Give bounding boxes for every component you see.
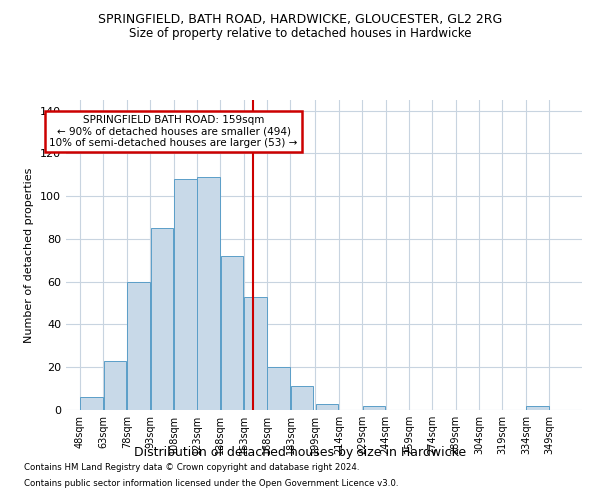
Bar: [268, 367, 290, 410]
Y-axis label: Number of detached properties: Number of detached properties: [25, 168, 34, 342]
Text: SPRINGFIELD BATH ROAD: 159sqm
← 90% of detached houses are smaller (494)
10% of : SPRINGFIELD BATH ROAD: 159sqm ← 90% of d…: [49, 115, 298, 148]
Text: Size of property relative to detached houses in Hardwicke: Size of property relative to detached ho…: [129, 28, 471, 40]
Bar: [291, 386, 313, 410]
Bar: [221, 256, 244, 410]
Bar: [316, 404, 338, 410]
Text: SPRINGFIELD, BATH ROAD, HARDWICKE, GLOUCESTER, GL2 2RG: SPRINGFIELD, BATH ROAD, HARDWICKE, GLOUC…: [98, 12, 502, 26]
Bar: [151, 228, 173, 410]
Bar: [174, 179, 197, 410]
Text: Distribution of detached houses by size in Hardwicke: Distribution of detached houses by size …: [134, 446, 466, 459]
Bar: [197, 177, 220, 410]
Bar: [362, 406, 385, 410]
Bar: [244, 296, 267, 410]
Text: Contains HM Land Registry data © Crown copyright and database right 2024.: Contains HM Land Registry data © Crown c…: [24, 464, 359, 472]
Bar: [526, 406, 549, 410]
Bar: [127, 282, 150, 410]
Bar: [80, 397, 103, 410]
Text: Contains public sector information licensed under the Open Government Licence v3: Contains public sector information licen…: [24, 478, 398, 488]
Bar: [104, 361, 127, 410]
